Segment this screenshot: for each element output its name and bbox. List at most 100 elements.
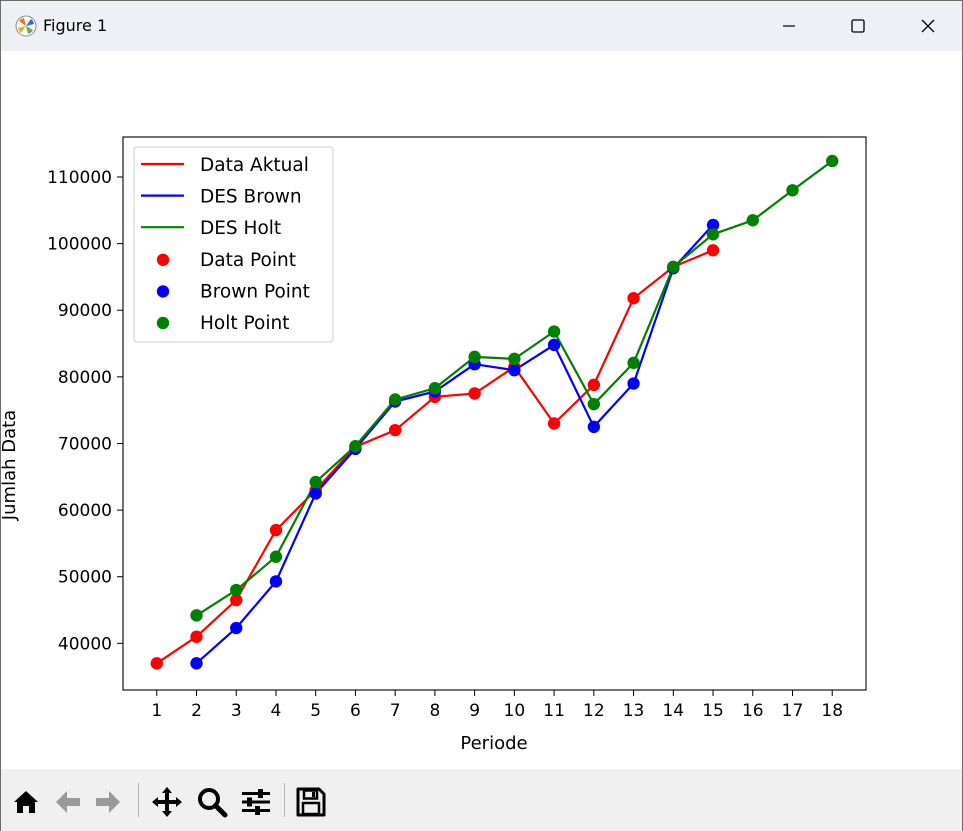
legend-entry-label: DES Holt	[200, 218, 281, 239]
data-point-data-point	[706, 244, 720, 257]
axes-frame	[122, 136, 867, 691]
legend-entry-label: Brown Point	[200, 281, 310, 302]
data-point-holt-point	[468, 350, 481, 364]
legend-marker-swatch	[156, 285, 170, 298]
forward-arrow-icon	[96, 791, 120, 813]
close-button[interactable]	[896, 1, 960, 51]
toolbar-separator	[138, 783, 139, 817]
data-point-data-point	[269, 523, 283, 537]
x-tick-label: 4	[271, 701, 282, 721]
line-chart: 1 2 3 4 5 6 7 8 9 10 11 12 13 14 15 16 17 18 400005000060…	[0, 136, 867, 754]
configure-subplots-icon	[242, 789, 270, 815]
data-point-brown-point	[587, 420, 601, 434]
data-point-holt-point	[706, 228, 720, 241]
zoom-icon	[198, 788, 228, 818]
back-arrow-icon	[56, 791, 80, 813]
y-tick-label: 90000	[58, 301, 112, 321]
data-point-brown-point	[508, 363, 521, 377]
x-tick-label: 1	[151, 701, 162, 721]
window-title: Figure 1	[43, 16, 108, 35]
data-point-brown-point	[547, 338, 561, 352]
x-tick-label: 7	[390, 701, 401, 721]
y-tick-label: 100000	[47, 235, 112, 255]
data-point-holt-point	[230, 583, 243, 597]
data-point-holt-point	[746, 214, 759, 227]
x-tick-label: 13	[623, 701, 645, 721]
data-point-data-point	[150, 657, 163, 670]
data-point-holt-point	[190, 609, 203, 622]
x-tick-label: 9	[469, 701, 480, 721]
x-tick-label: 16	[742, 701, 764, 721]
data-point-data-point	[388, 423, 402, 437]
x-tick-label: 8	[429, 701, 440, 721]
data-point-data-point	[230, 593, 243, 607]
pan-button[interactable]	[150, 785, 184, 819]
legend: Data Aktual DES Brown DES Holt Data Point Br…	[133, 146, 334, 343]
x-tick-label: 17	[782, 701, 804, 721]
legend-entry-label: Data Aktual	[200, 155, 309, 176]
pan-icon	[152, 787, 182, 817]
toolbar-separator	[284, 783, 285, 817]
data-point-holt-point	[786, 184, 799, 197]
data-point-brown-point	[190, 657, 203, 670]
data-point-holt-point	[388, 393, 402, 406]
x-tick-label: 14	[662, 701, 684, 721]
x-tick-label: 15	[702, 701, 724, 721]
figure-canvas[interactable]: 1 2 3 4 5 6 7 8 9 10 11 12 13 14 15 16 17 18 40000 50000 60…	[0, 51, 962, 769]
y-tick-label: 80000	[58, 368, 112, 388]
data-point-holt-point	[349, 439, 362, 453]
x-axis-label: Periode	[460, 733, 527, 754]
x-tick-label: 11	[543, 701, 565, 721]
y-tick-label: 40000	[58, 634, 112, 654]
data-point-brown-point	[230, 621, 243, 635]
data-point-holt-point	[428, 381, 442, 395]
minimize-icon	[783, 25, 795, 27]
data-point-holt-point	[627, 356, 640, 370]
data-point-data-point	[468, 387, 481, 400]
x-tick-label: 12	[583, 701, 605, 721]
x-tick-label: 6	[350, 701, 361, 721]
data-point-holt-point	[508, 352, 521, 366]
data-point-data-point	[190, 630, 203, 643]
data-point-holt-point	[667, 260, 680, 274]
zoom-button[interactable]	[195, 785, 229, 819]
data-point-brown-point	[309, 487, 322, 500]
save-icon	[296, 787, 326, 817]
data-point-brown-point	[706, 218, 720, 232]
forward-button[interactable]	[91, 785, 125, 819]
legend-marker-swatch	[156, 316, 170, 330]
legend-marker-swatch	[156, 253, 170, 266]
data-point-holt-point	[826, 154, 839, 168]
data-point-data-point	[547, 417, 561, 430]
legend-entry-label: DES Brown	[200, 187, 302, 208]
data-point-brown-point	[269, 575, 283, 588]
data-point-holt-point	[309, 475, 322, 489]
series-line-des-brown	[195, 224, 714, 665]
data-point-data-point	[587, 378, 601, 392]
y-tick-label: 110000	[47, 168, 112, 188]
x-tick-label: 5	[310, 701, 321, 721]
configure-subplots-button[interactable]	[239, 785, 273, 819]
y-tick-label: 60000	[58, 501, 112, 521]
maximize-button[interactable]	[826, 1, 890, 51]
legend-entry-label: Data Point	[200, 250, 296, 271]
maximize-icon	[851, 19, 865, 33]
minimize-button[interactable]	[757, 1, 821, 51]
home-button[interactable]	[9, 785, 43, 819]
data-point-holt-point	[587, 397, 601, 411]
title-bar: Figure 1	[1, 1, 962, 51]
y-tick-label: 70000	[58, 434, 112, 454]
x-tick-label: 3	[231, 701, 242, 721]
x-tick-label: 18	[821, 701, 843, 721]
save-button[interactable]	[294, 785, 328, 819]
data-point-brown-point	[627, 377, 640, 390]
data-point-holt-point	[269, 550, 283, 563]
close-icon	[921, 19, 935, 33]
data-point-data-point	[627, 292, 640, 305]
data-point-holt-point	[547, 325, 561, 338]
home-icon	[14, 791, 38, 813]
back-button[interactable]	[51, 785, 85, 819]
x-tick-label: 10	[504, 701, 526, 721]
navigation-toolbar	[1, 769, 962, 831]
